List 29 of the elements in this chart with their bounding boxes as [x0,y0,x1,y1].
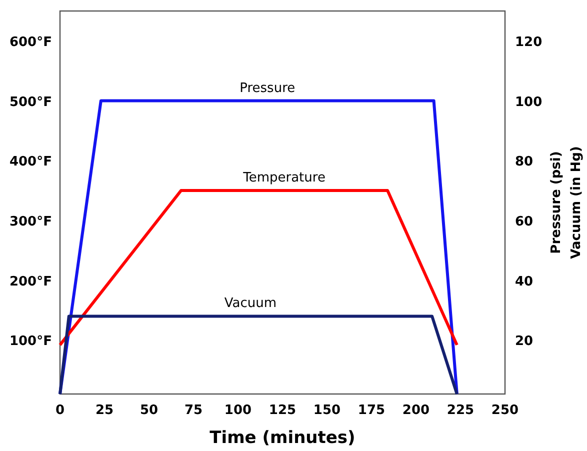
y2-tick-label: 20 [515,334,534,350]
y-tick-label: 300°F [9,214,52,230]
y-tick-label: 200°F [9,274,52,290]
series-label: Temperature [242,170,326,186]
x-tick-label: 50 [140,403,158,418]
x-tick-label: 150 [313,403,341,418]
y2-axis-title: Pressure (psi) [549,151,564,254]
x-axis-title: Time (minutes) [210,428,356,448]
series-label: Pressure [240,80,296,96]
x-tick-label: 250 [491,403,519,418]
series-label: Vacuum [224,296,277,312]
x-tick-label: 75 [184,403,203,418]
y-tick-label: 600°F [9,34,52,50]
y2-tick-label: 40 [515,274,534,290]
x-tick-label: 225 [446,403,474,418]
x-tick-label: 200 [402,403,430,418]
y-tick-label: 400°F [9,154,52,170]
x-tick-label: 175 [358,403,386,418]
y2-tick-label: 100 [515,94,542,110]
x-tick-label: 125 [268,403,296,418]
y-tick-label: 500°F [9,94,52,110]
y3-axis-title: Vacuum (in Hg) [569,146,584,259]
y2-tick-label: 120 [515,34,542,50]
y-tick-label: 100°F [9,334,52,350]
y2-tick-label: 80 [515,154,534,170]
y2-tick-label: 60 [515,214,534,230]
x-tick-label: 0 [55,403,65,418]
x-tick-label: 100 [224,403,252,418]
x-tick-label: 25 [95,403,114,418]
